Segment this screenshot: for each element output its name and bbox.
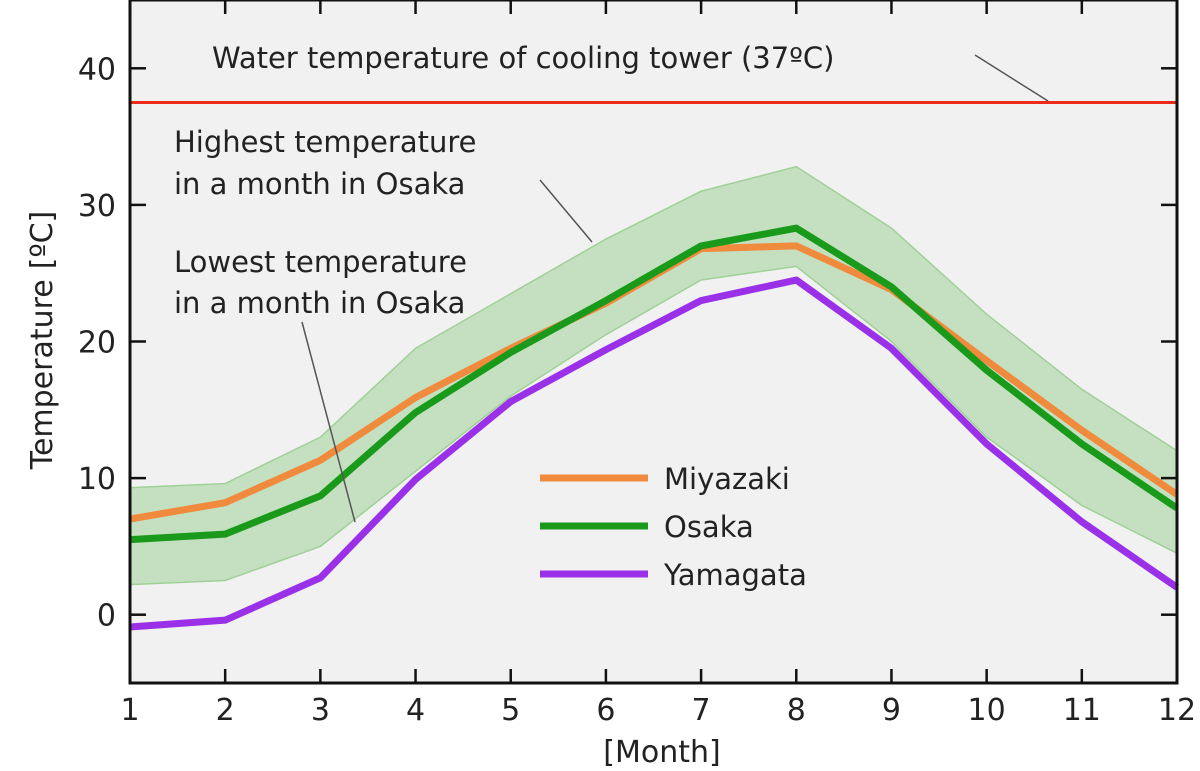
x-tick-label: 2 [216, 693, 235, 728]
legend-label-miyazaki: Miyazaki [664, 462, 790, 496]
y-axis-title: Temperature [ºC] [25, 211, 60, 471]
legend-label-yamagata: Yamagata [663, 558, 807, 592]
annotation-highest-line1: Highest temperature [174, 125, 476, 159]
y-tick-label: 30 [78, 189, 116, 224]
annotation-lowest-line2: in a month in Osaka [174, 286, 465, 320]
annotation-cooling-tower: Water temperature of cooling tower (37ºC… [212, 41, 834, 75]
y-tick-label: 10 [78, 462, 116, 497]
series-line-yamagata [129, 276, 1179, 631]
x-tick-label: 11 [1063, 693, 1101, 728]
x-axis-title: [Month] [603, 735, 720, 770]
cooling-tower-leader [974, 54, 1049, 102]
x-tick-label: 8 [787, 693, 806, 728]
y-tick-label: 20 [78, 326, 116, 361]
y-axis-title-text: Temperature [25, 279, 60, 470]
x-tick-label: 1 [120, 693, 139, 728]
annotation-highest-line2: in a month in Osaka [174, 167, 465, 201]
legend: Miyazaki Osaka Yamagata [540, 462, 807, 592]
x-tick-label: 4 [406, 693, 425, 728]
x-tick-label: 5 [501, 693, 520, 728]
y-tick-label: 0 [97, 599, 116, 634]
x-tick-label: 9 [882, 693, 901, 728]
highest-leader [539, 179, 593, 243]
x-tick-label: 6 [596, 693, 615, 728]
y-axis-title-unit: [ºC] [25, 211, 60, 270]
lowest-leader [301, 321, 356, 523]
legend-label-osaka: Osaka [664, 510, 754, 544]
series-line-osaka [129, 224, 1179, 544]
y-tick-label: 40 [78, 52, 116, 87]
x-tick-label: 12 [1158, 693, 1196, 728]
x-tick-label: 10 [968, 693, 1006, 728]
x-tick-label: 7 [692, 693, 711, 728]
x-tick-label: 3 [311, 693, 330, 728]
annotation-lowest-line1: Lowest temperature [174, 245, 467, 279]
